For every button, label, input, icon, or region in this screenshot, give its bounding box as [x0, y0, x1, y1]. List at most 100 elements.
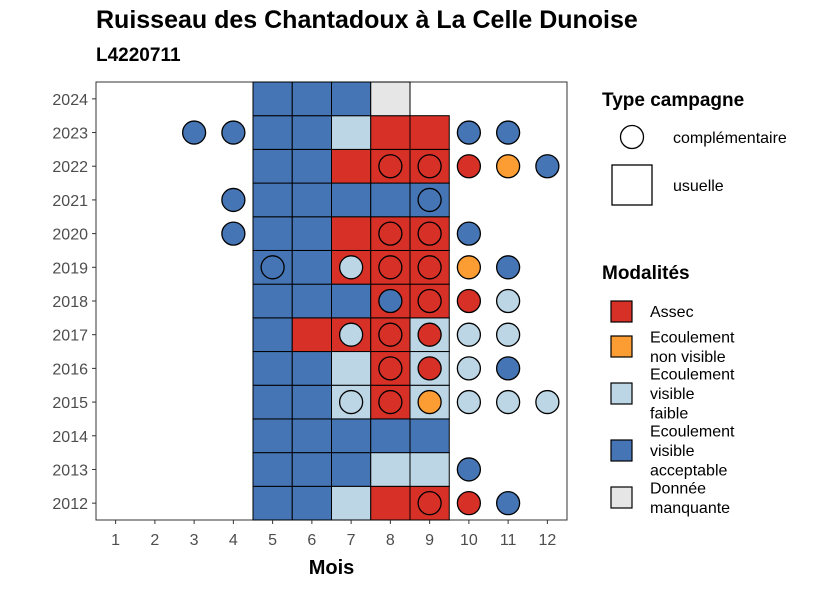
x-tick-label: 5: [268, 532, 277, 549]
y-tick-label: 2019: [52, 260, 88, 277]
legend-modalite-label-F: faible: [650, 406, 688, 423]
tile-2012-6: [291, 485, 332, 521]
tile-2013-9: [409, 452, 450, 487]
tile-2015-6: [291, 384, 332, 420]
point-2015-12: [535, 389, 560, 415]
point-2019-9: [417, 255, 442, 280]
tile-2014-5: [252, 418, 293, 454]
point-2022-9: [417, 154, 442, 179]
legend-modalite-label-M: manquante: [650, 500, 730, 517]
point-2017-8: [378, 322, 403, 347]
point-2015-11: [495, 389, 521, 415]
tile-2018-7: [331, 283, 372, 319]
point-2015-10: [456, 389, 482, 415]
legend-campagne-title: Type campagne: [602, 90, 744, 111]
tile-2022-5: [252, 148, 293, 184]
tile-2022-7: [331, 148, 372, 184]
point-2013-10: [456, 457, 482, 482]
point-2022-10: [456, 154, 482, 179]
y-tick-label: 2023: [52, 126, 88, 143]
tile-2019-6: [291, 249, 332, 285]
point-2021-9: [417, 187, 442, 213]
tile-2021-7: [331, 182, 372, 218]
point-2022-11: [495, 154, 521, 179]
x-tick-label: 7: [347, 532, 356, 549]
tile-2014-8: [370, 418, 411, 454]
legend-modalite-label-V: visible: [650, 443, 695, 460]
legend-modalite-label-N: non visible: [650, 349, 726, 366]
chart-subtitle: L4220711: [96, 45, 181, 66]
y-tick-label: 2018: [52, 294, 88, 311]
tile-2023-5: [252, 115, 293, 150]
point-2023-3: [181, 120, 207, 145]
tile-2018-5: [252, 283, 293, 319]
legend-modalite-label-F: visible: [650, 386, 695, 403]
tile-2020-5: [252, 216, 293, 251]
point-2020-4: [221, 221, 246, 246]
legend-key-M: [610, 486, 633, 509]
legend-campagne-label-complementaire: complémentaire: [673, 130, 787, 147]
point-2012-11: [495, 491, 521, 516]
x-tick-label: 8: [386, 532, 395, 549]
tile-2021-5: [252, 182, 293, 218]
x-tick-label: 12: [538, 532, 556, 549]
chart-title: Ruisseau des Chantadoux à La Celle Dunoi…: [96, 6, 638, 34]
y-tick-label: 2024: [52, 92, 88, 109]
y-tick-label: 2022: [52, 159, 88, 176]
point-2016-8: [378, 356, 403, 381]
y-tick-label: 2012: [52, 496, 88, 513]
point-2015-9: [417, 389, 442, 415]
tile-2021-8: [370, 182, 411, 218]
point-2017-11: [495, 322, 521, 347]
point-2020-8: [378, 221, 403, 246]
y-tick-label: 2015: [52, 395, 88, 412]
point-2021-4: [221, 187, 246, 213]
tile-2018-6: [291, 283, 332, 319]
x-tick-label: 6: [307, 532, 316, 549]
tile-2023-7: [331, 115, 372, 150]
tile-2014-6: [291, 418, 332, 454]
tile-2012-5: [252, 485, 293, 521]
point-2016-10: [456, 356, 482, 381]
x-tick-label: 10: [460, 532, 478, 549]
y-tick-label: 2020: [52, 227, 88, 244]
point-2020-10: [456, 221, 482, 246]
tile-2024-8: [370, 81, 411, 117]
tile-2016-6: [291, 351, 332, 386]
tile-2022-6: [291, 148, 332, 184]
tile-2014-9: [409, 418, 450, 454]
point-2017-7: [338, 322, 364, 347]
x-tick-label: 9: [425, 532, 434, 549]
point-2019-8: [378, 255, 403, 280]
tile-2013-6: [291, 452, 332, 487]
legend-key-V: [610, 439, 633, 462]
legend-key-N: [610, 335, 633, 358]
tile-2017-6: [291, 317, 332, 353]
tile-2012-8: [370, 485, 411, 521]
legend-modalite-label-M: Donnée: [650, 480, 706, 497]
legend-circle-complementaire: [619, 124, 645, 150]
tile-2023-8: [370, 115, 411, 150]
y-tick-label: 2016: [52, 361, 88, 378]
legend-modalite-label-N: Ecoulement: [650, 329, 735, 346]
legend-modalite-label-V: acceptable: [650, 463, 727, 480]
tile-2017-5: [252, 317, 293, 353]
point-2018-10: [456, 288, 482, 314]
point-2017-10: [456, 322, 482, 347]
legend-campagne-label-usuelle: usuelle: [673, 178, 724, 195]
point-2019-10: [456, 255, 482, 280]
y-tick-label: 2013: [52, 462, 88, 479]
legend-key-A: [610, 300, 633, 323]
tile-2013-5: [252, 452, 293, 487]
legend-modalite-label-V: Ecoulement: [650, 424, 735, 441]
point-2015-8: [378, 389, 403, 415]
tile-2024-7: [331, 81, 372, 117]
tile-2013-8: [370, 452, 411, 487]
x-axis-title: Mois: [309, 557, 355, 579]
point-2020-9: [417, 221, 442, 246]
tile-2014-7: [331, 418, 372, 454]
point-2016-11: [495, 356, 521, 381]
point-2018-11: [495, 288, 521, 314]
tile-2024-6: [291, 81, 332, 117]
tile-2015-5: [252, 384, 293, 420]
